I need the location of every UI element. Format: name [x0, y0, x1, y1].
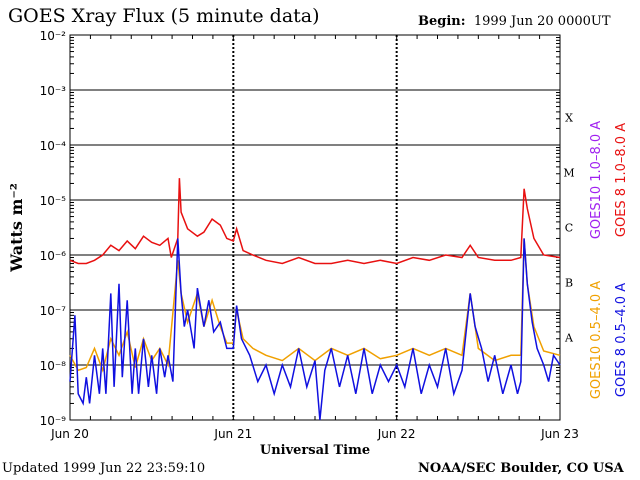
x-tick-label: Jun 23 [540, 427, 579, 441]
y-tick-label: 10⁻⁴ [40, 139, 67, 153]
series-line [69, 238, 561, 421]
credit-text: NOAA/SEC Boulder, CO USA [418, 461, 624, 476]
series-line [69, 178, 561, 265]
begin-value: 1999 Jun 20 0000UT [473, 14, 611, 29]
y-tick-label: 10⁻⁹ [40, 414, 67, 428]
x-tick-label: Jun 22 [377, 427, 416, 441]
y-tick-label: 10⁻³ [40, 84, 67, 98]
y-tick-label: 10⁻⁶ [40, 249, 67, 263]
legend-entry: GOES 8 0.5–4.0 A [614, 283, 629, 397]
x-axis-label: Universal Time [260, 443, 370, 458]
updated-info: Updated 1999 Jun 22 23:59:10 [2, 461, 205, 476]
y-tick-label: 10⁻⁸ [40, 359, 67, 373]
x-tick-label: Jun 21 [213, 427, 252, 441]
chart-title: GOES Xray Flux (5 minute data) [8, 5, 320, 27]
begin-info: Begin: 1999 Jun 20 0000UT [418, 14, 611, 29]
y-tick-label: 10⁻⁷ [40, 304, 67, 318]
flare-class-label: X [565, 112, 573, 125]
y-tick-label: 10⁻² [40, 29, 67, 43]
flare-class-label: C [565, 222, 573, 235]
legend-entry: GOES 8 1.0–8.0 A [614, 123, 629, 237]
flare-class-label: M [563, 167, 574, 180]
updated-value: 1999 Jun 22 23:59:10 [62, 461, 206, 476]
x-tick-label: Jun 20 [50, 427, 89, 441]
legend-entry: GOES10 0.5–4.0 A [589, 281, 604, 399]
y-axis-label: Watts m⁻² [7, 183, 26, 273]
flare-class-label: A [564, 332, 574, 345]
begin-label: Begin: [418, 14, 466, 29]
flare-class-label: B [565, 277, 573, 290]
y-tick-label: 10⁻⁵ [40, 194, 67, 208]
legend-entry: GOES10 1.0–8.0 A [589, 121, 604, 239]
updated-label: Updated [2, 461, 59, 476]
